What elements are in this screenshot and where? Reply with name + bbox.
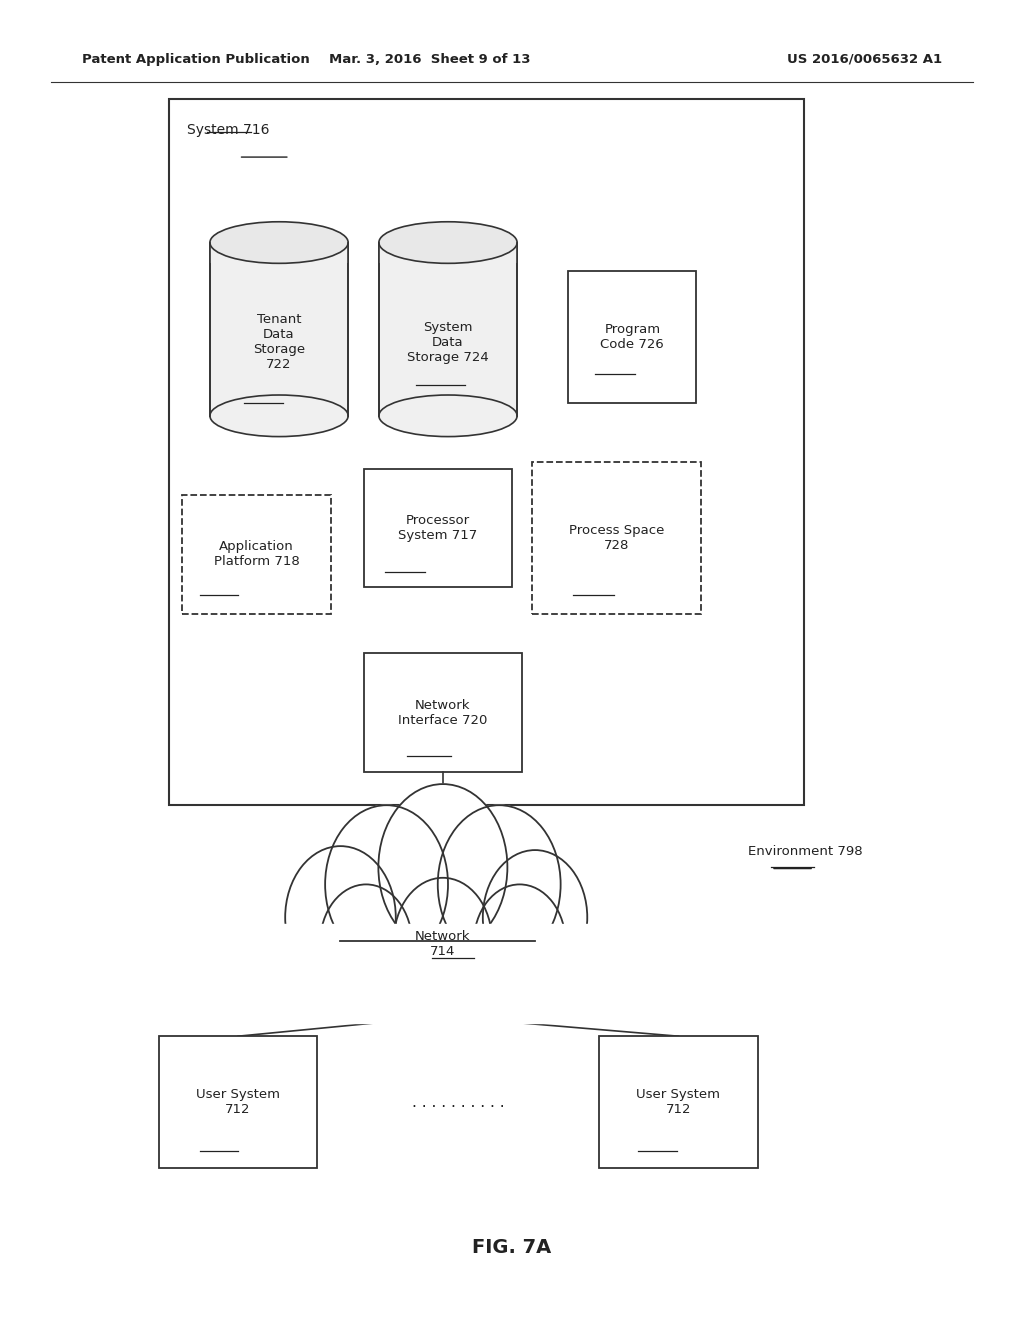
- Circle shape: [483, 850, 588, 985]
- Ellipse shape: [210, 222, 348, 263]
- FancyBboxPatch shape: [182, 495, 331, 614]
- Ellipse shape: [379, 222, 517, 263]
- Bar: [210, 243, 348, 263]
- FancyBboxPatch shape: [532, 462, 701, 614]
- Ellipse shape: [210, 395, 348, 437]
- Text: Program
Code 726: Program Code 726: [600, 322, 665, 351]
- Circle shape: [378, 784, 508, 950]
- Text: Network
714: Network 714: [415, 929, 471, 958]
- Text: Process Space
728: Process Space 728: [569, 524, 665, 552]
- Text: Network
Interface 720: Network Interface 720: [398, 698, 487, 727]
- Circle shape: [473, 884, 565, 1003]
- Text: User System
712: User System 712: [196, 1088, 281, 1117]
- FancyBboxPatch shape: [599, 1036, 758, 1168]
- Bar: [379, 243, 517, 263]
- FancyBboxPatch shape: [364, 653, 522, 772]
- FancyBboxPatch shape: [568, 271, 696, 403]
- Text: System
Data
Storage 724: System Data Storage 724: [408, 321, 488, 364]
- Text: . . . . . . . . . .: . . . . . . . . . .: [412, 1094, 505, 1110]
- Text: Mar. 3, 2016  Sheet 9 of 13: Mar. 3, 2016 Sheet 9 of 13: [330, 53, 530, 66]
- Circle shape: [319, 884, 412, 1003]
- FancyBboxPatch shape: [159, 1036, 317, 1168]
- Circle shape: [438, 805, 561, 964]
- Text: Tenant
Data
Storage
722: Tenant Data Storage 722: [253, 313, 305, 371]
- Circle shape: [326, 805, 449, 964]
- Text: US 2016/0065632 A1: US 2016/0065632 A1: [787, 53, 942, 66]
- Bar: [279, 924, 606, 1023]
- Text: Processor
System 717: Processor System 717: [398, 513, 477, 543]
- Text: Environment 798: Environment 798: [748, 845, 862, 858]
- Text: Application
Platform 718: Application Platform 718: [214, 540, 299, 569]
- Ellipse shape: [379, 395, 517, 437]
- Circle shape: [285, 846, 395, 989]
- FancyBboxPatch shape: [169, 99, 804, 805]
- FancyBboxPatch shape: [364, 469, 512, 587]
- Text: System 716: System 716: [187, 123, 270, 137]
- Bar: [379, 243, 517, 416]
- Text: Patent Application Publication: Patent Application Publication: [82, 53, 309, 66]
- Bar: [210, 243, 348, 416]
- Text: User System
712: User System 712: [636, 1088, 721, 1117]
- Circle shape: [393, 878, 492, 1005]
- Text: FIG. 7A: FIG. 7A: [472, 1238, 552, 1257]
